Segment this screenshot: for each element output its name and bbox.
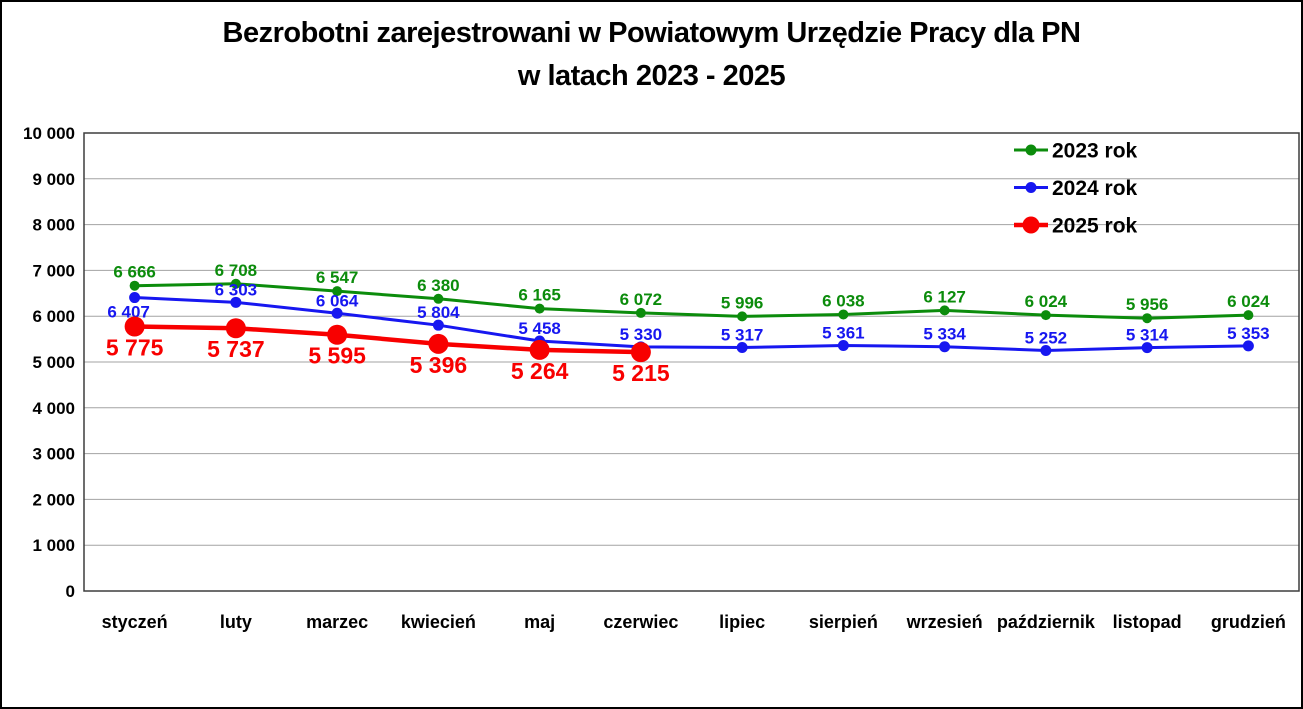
data-label: 6 708 <box>215 261 258 280</box>
x-axis-label: grudzień <box>1211 612 1286 632</box>
data-point <box>939 341 951 353</box>
legend-label: 2025 rok <box>1052 215 1138 238</box>
data-label: 6 666 <box>113 263 156 282</box>
data-label: 6 547 <box>316 268 359 287</box>
data-label: 5 996 <box>721 293 764 312</box>
data-point <box>1243 310 1254 321</box>
data-label: 5 317 <box>721 325 764 344</box>
data-label: 6 024 <box>1025 292 1068 311</box>
data-label: 6 038 <box>822 291 865 310</box>
x-axis-label: styczeń <box>102 612 168 632</box>
data-label: 5 215 <box>612 360 670 386</box>
y-axis-label: 5 000 <box>32 353 75 372</box>
data-point <box>1040 344 1052 356</box>
y-axis-label: 6 000 <box>32 307 75 326</box>
x-axis-label: wrzesień <box>906 612 983 632</box>
x-axis-label: luty <box>220 612 252 632</box>
series-line-2023-rok <box>134 282 1249 320</box>
data-label: 5 396 <box>410 352 468 378</box>
data-label: 6 024 <box>1227 292 1270 311</box>
data-label: 6 407 <box>107 303 150 322</box>
data-point <box>332 286 343 297</box>
data-point <box>331 307 343 319</box>
y-axis-label: 8 000 <box>32 216 75 235</box>
x-axis-label: czerwiec <box>603 612 678 632</box>
data-point <box>837 339 849 351</box>
data-point <box>635 307 646 318</box>
data-label: 6 072 <box>620 290 663 309</box>
data-point <box>939 305 950 316</box>
data-point <box>1142 313 1153 324</box>
data-label: 5 361 <box>822 323 865 342</box>
data-point <box>737 311 748 322</box>
x-axis-label: listopad <box>1113 612 1182 632</box>
data-label: 5 314 <box>1126 326 1169 345</box>
data-label: 5 353 <box>1227 324 1270 343</box>
legend-label: 2024 rok <box>1052 177 1138 200</box>
data-point <box>838 309 849 320</box>
y-axis-label: 9 000 <box>32 170 75 189</box>
chart-title: Bezrobotni zarejestrowani w Powiatowym U… <box>2 12 1301 98</box>
data-label: 6 127 <box>923 287 966 306</box>
series-line-2024-rok <box>134 296 1249 352</box>
chart-title-line2: w latach 2023 - 2025 <box>517 60 786 92</box>
data-label: 5 775 <box>106 335 164 361</box>
x-axis-label: sierpień <box>809 612 878 632</box>
legend-marker <box>1022 216 1040 234</box>
y-axis-label: 10 000 <box>23 124 75 143</box>
data-label: 5 458 <box>518 319 561 338</box>
data-point <box>129 292 141 304</box>
series-line-2025-rok <box>134 324 641 355</box>
data-label: 5 737 <box>207 336 265 362</box>
data-label: 6 064 <box>316 291 359 310</box>
data-point <box>225 318 246 339</box>
data-point <box>1040 310 1051 321</box>
y-axis-label: 3 000 <box>32 445 75 464</box>
data-point <box>1141 342 1153 354</box>
data-point <box>129 280 140 291</box>
data-label: 5 330 <box>620 325 663 344</box>
data-point <box>736 341 748 353</box>
y-axis-label: 4 000 <box>32 399 75 418</box>
data-point <box>230 296 242 308</box>
data-label: 5 334 <box>923 325 966 344</box>
data-label: 6 303 <box>215 280 258 299</box>
data-point <box>124 316 145 337</box>
data-point <box>630 342 651 363</box>
data-point <box>534 303 545 314</box>
y-axis-label: 1 000 <box>32 536 75 555</box>
data-label: 5 252 <box>1025 328 1068 347</box>
legend-marker <box>1025 182 1037 193</box>
data-point <box>428 333 449 354</box>
data-label: 5 804 <box>417 303 460 322</box>
y-axis-label: 2 000 <box>32 490 75 509</box>
y-axis-label: 0 <box>66 582 75 601</box>
x-axis-label: maj <box>524 612 555 632</box>
data-point <box>433 293 444 304</box>
x-axis-label: marzec <box>306 612 368 632</box>
data-point <box>529 339 550 360</box>
data-label: 5 264 <box>511 358 569 384</box>
data-label: 6 165 <box>518 286 561 305</box>
x-axis-label: październik <box>997 612 1096 632</box>
legend-label: 2023 rok <box>1052 140 1138 163</box>
chart-title-line1: Bezrobotni zarejestrowani w Powiatowym U… <box>222 17 1081 49</box>
data-point <box>230 278 241 289</box>
data-point <box>1242 340 1254 352</box>
data-point <box>327 324 348 345</box>
data-label: 5 595 <box>308 343 366 369</box>
data-label: 5 956 <box>1126 295 1169 314</box>
plot-border <box>83 132 1300 592</box>
data-point <box>432 319 444 331</box>
y-axis-label: 7 000 <box>32 261 75 280</box>
legend-marker <box>1025 144 1037 156</box>
x-axis-label: lipiec <box>719 612 765 632</box>
data-label: 6 380 <box>417 276 460 295</box>
x-axis-label: kwiecień <box>401 612 476 632</box>
